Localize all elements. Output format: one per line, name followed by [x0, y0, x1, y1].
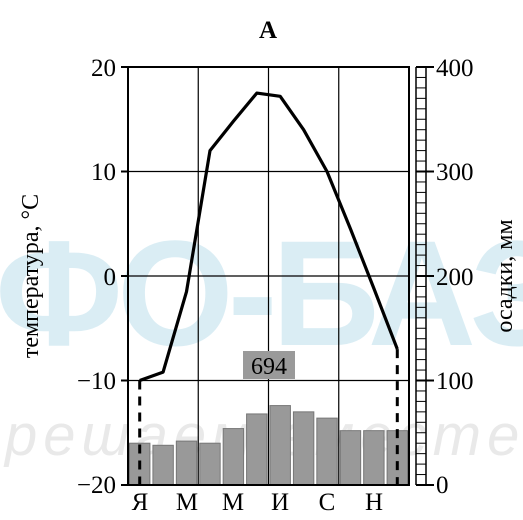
y-left-axis-label: температура, °С: [18, 194, 44, 358]
precipitation-bar: [386, 430, 409, 486]
temperature-line: [139, 91, 399, 383]
right-tick-label: 0: [436, 472, 449, 499]
left-tick-label: −20: [77, 472, 116, 499]
watermark-text-1: ФО-БАЗ: [0, 209, 523, 377]
precipitation-bar: [316, 417, 338, 486]
precipitation-bar: [222, 428, 245, 486]
precipitation-bar: [175, 440, 198, 486]
x-tick-label: М: [222, 489, 244, 516]
precipitation-bar: [199, 442, 221, 486]
annual-precipitation-label: 694: [251, 354, 287, 380]
x-tick-labels: Я М М И С Н: [132, 489, 383, 516]
left-tick-label: 10: [91, 159, 116, 186]
left-axis-ticks: [121, 66, 128, 486]
dashed-extensions: [138, 349, 399, 485]
y-right-axis-label: осадки, мм: [492, 219, 518, 332]
right-tick-label: 300: [436, 159, 474, 186]
x-tick-label: Я: [132, 489, 149, 516]
right-tick-labels: 400 300 200 100 0: [436, 55, 474, 499]
right-scale-ruler: [415, 66, 434, 486]
precipitation-bar: [269, 405, 291, 486]
grid: [128, 67, 409, 485]
left-tick-label: −10: [77, 368, 116, 395]
annual-precipitation-bg: [243, 351, 295, 379]
precipitation-bar: [292, 411, 315, 486]
left-tick-label: 20: [91, 55, 116, 82]
precipitation-bar: [246, 413, 268, 486]
chart-title: А: [259, 17, 277, 44]
right-tick-label: 200: [436, 264, 474, 291]
left-tick-labels: 20 10 0 −10 −20: [77, 55, 116, 499]
right-tick-label: 100: [436, 368, 474, 395]
x-tick-label: И: [271, 489, 289, 516]
x-tick-label: М: [176, 489, 198, 516]
precipitation-bar: [152, 444, 174, 486]
precipitation-bar: [339, 430, 362, 486]
left-tick-label: 0: [104, 264, 117, 291]
annual-precipitation-box: 694: [243, 351, 295, 380]
x-tick-label: Н: [365, 489, 383, 516]
right-tick-label: 400: [436, 55, 474, 82]
precipitation-bar: [363, 430, 385, 486]
x-tick-label: С: [319, 489, 336, 516]
